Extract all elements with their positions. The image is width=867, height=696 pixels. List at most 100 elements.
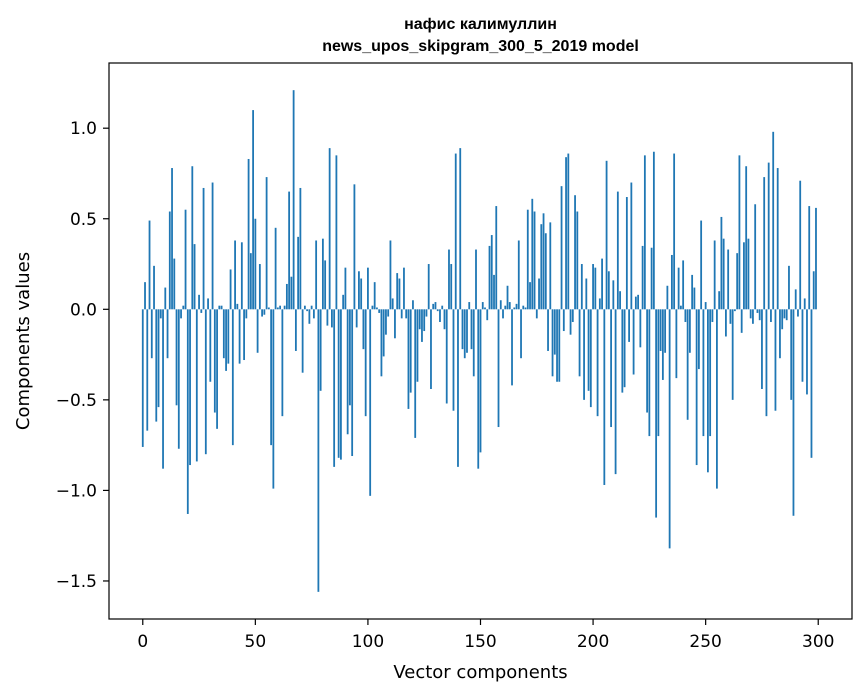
bar — [571, 309, 574, 322]
bar — [391, 298, 394, 310]
bar — [490, 235, 493, 310]
bar — [524, 307, 527, 310]
bar — [297, 236, 300, 310]
bar — [445, 309, 448, 404]
bar — [189, 309, 191, 466]
bar — [655, 309, 658, 518]
bar — [436, 309, 439, 312]
y-axis-label: Components values — [13, 252, 34, 430]
bar — [475, 249, 477, 310]
bar — [466, 309, 468, 353]
bar — [549, 222, 552, 310]
bar — [502, 309, 504, 319]
bar — [810, 309, 813, 458]
bar — [166, 309, 169, 359]
bar — [484, 307, 486, 310]
bar — [373, 282, 376, 310]
bar — [213, 309, 216, 413]
bar — [231, 309, 234, 446]
x-tick-label: 200 — [577, 632, 609, 652]
bar — [385, 309, 387, 335]
bar — [227, 309, 230, 364]
bar — [358, 271, 360, 310]
bar — [349, 309, 351, 406]
bar — [479, 309, 482, 453]
bar — [362, 309, 365, 350]
bar — [412, 300, 414, 310]
bar — [470, 309, 473, 350]
bar — [668, 309, 671, 549]
bar — [434, 302, 437, 310]
bar — [403, 267, 405, 310]
bar — [725, 309, 727, 337]
bar — [258, 264, 261, 310]
bar — [378, 309, 381, 313]
bar — [558, 309, 561, 382]
bar — [249, 253, 252, 310]
bar — [283, 305, 286, 310]
bar — [177, 309, 180, 449]
bar — [596, 309, 599, 417]
bar — [157, 309, 160, 408]
bar — [452, 309, 455, 411]
bar — [772, 131, 775, 310]
bar — [346, 309, 349, 435]
bar — [457, 309, 459, 467]
bar — [497, 309, 500, 428]
bar — [425, 309, 428, 317]
bar — [450, 264, 453, 310]
bar — [463, 309, 466, 359]
bar — [301, 309, 304, 373]
bar — [538, 278, 540, 310]
bar — [580, 264, 583, 310]
bar — [222, 309, 225, 359]
bar — [367, 267, 369, 310]
bar — [306, 309, 309, 312]
bar — [711, 309, 714, 322]
bar — [634, 296, 637, 310]
bar — [758, 309, 761, 321]
bar — [574, 195, 576, 310]
bar — [707, 309, 709, 473]
bar — [333, 309, 336, 467]
bar — [209, 309, 212, 382]
bar — [585, 278, 588, 310]
bar — [387, 309, 390, 317]
bar — [454, 153, 457, 310]
bar — [261, 309, 263, 317]
bar — [664, 309, 667, 353]
bar — [337, 309, 340, 458]
bar — [666, 285, 669, 310]
bar — [265, 177, 268, 310]
bar — [499, 300, 502, 310]
bar — [389, 240, 392, 310]
bar — [405, 309, 408, 319]
bar — [495, 206, 498, 310]
bar — [704, 302, 707, 310]
bar — [285, 283, 288, 310]
bar — [553, 309, 556, 355]
bar — [382, 309, 385, 357]
bar — [576, 211, 579, 310]
bar — [736, 253, 739, 310]
bar — [720, 216, 723, 310]
bar — [256, 309, 259, 353]
bar — [781, 309, 784, 330]
bar — [607, 271, 610, 310]
bar — [441, 305, 444, 310]
bar — [749, 309, 752, 319]
bar — [461, 309, 464, 350]
bar — [776, 168, 779, 310]
bar — [144, 282, 146, 310]
bar — [583, 309, 585, 400]
bar — [567, 153, 570, 310]
bar — [745, 166, 748, 310]
bar — [146, 309, 149, 431]
bar — [727, 249, 730, 310]
bar — [623, 309, 626, 388]
bar — [229, 269, 232, 310]
bar — [164, 287, 167, 310]
bar — [754, 204, 757, 310]
bar — [675, 309, 678, 379]
bar — [529, 282, 531, 310]
